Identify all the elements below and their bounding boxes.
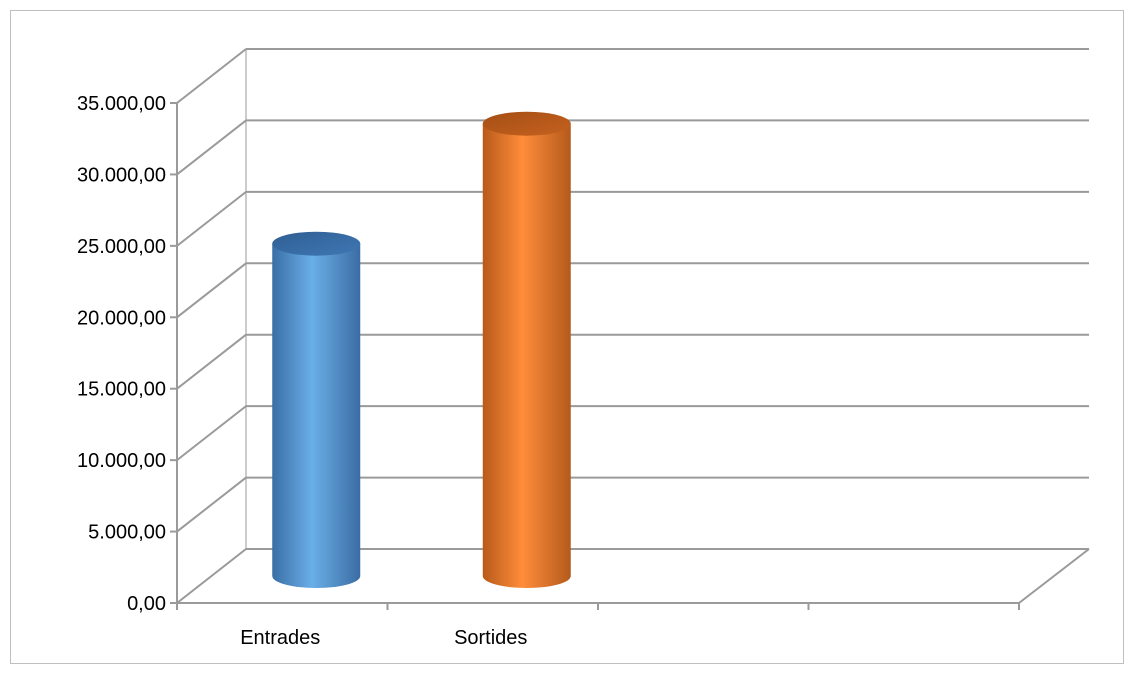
y-tick-label: 35.000,00 (77, 93, 166, 115)
label-layer: 0,00 5.000,00 10.000,00 15.000,00 20.000,00 2… (77, 93, 527, 649)
y-tick-label: 0,00 (127, 593, 166, 615)
bar-top (482, 111, 571, 136)
bar-body (482, 123, 571, 588)
y-tick-label: 30.000,00 (77, 164, 166, 186)
bar-layer (272, 111, 571, 588)
gridline-side (176, 405, 247, 461)
chart-frame: 0,00 5.000,00 10.000,00 15.000,00 20.000,00 2… (10, 10, 1124, 664)
bar-body (272, 243, 361, 588)
gridline-side (176, 119, 247, 176)
y-tick-label: 20.000,00 (77, 307, 166, 329)
grid-layer (176, 48, 1089, 550)
gridline-side (176, 333, 247, 390)
bar-top (272, 231, 361, 256)
floor-right-edge (1018, 548, 1090, 604)
gridline-side (176, 191, 247, 247)
chart-plot: 0,00 5.000,00 10.000,00 15.000,00 20.000,00 2… (77, 48, 1090, 649)
gridline-side (176, 48, 247, 104)
y-tick-label: 5.000,00 (88, 522, 166, 544)
floor-left-edge (176, 548, 247, 604)
y-tick-label: 10.000,00 (77, 450, 166, 472)
gridline-side (176, 262, 247, 319)
x-tick-label: Entrades (240, 627, 320, 649)
x-tick-label: Sortides (454, 627, 527, 649)
bar-sortides (482, 111, 571, 588)
bar-entrades (272, 231, 361, 588)
gridline-side (176, 476, 247, 533)
y-tick-label: 25.000,00 (77, 236, 166, 258)
axis-layer (170, 49, 1090, 610)
y-tick-label: 15.000,00 (77, 379, 166, 401)
